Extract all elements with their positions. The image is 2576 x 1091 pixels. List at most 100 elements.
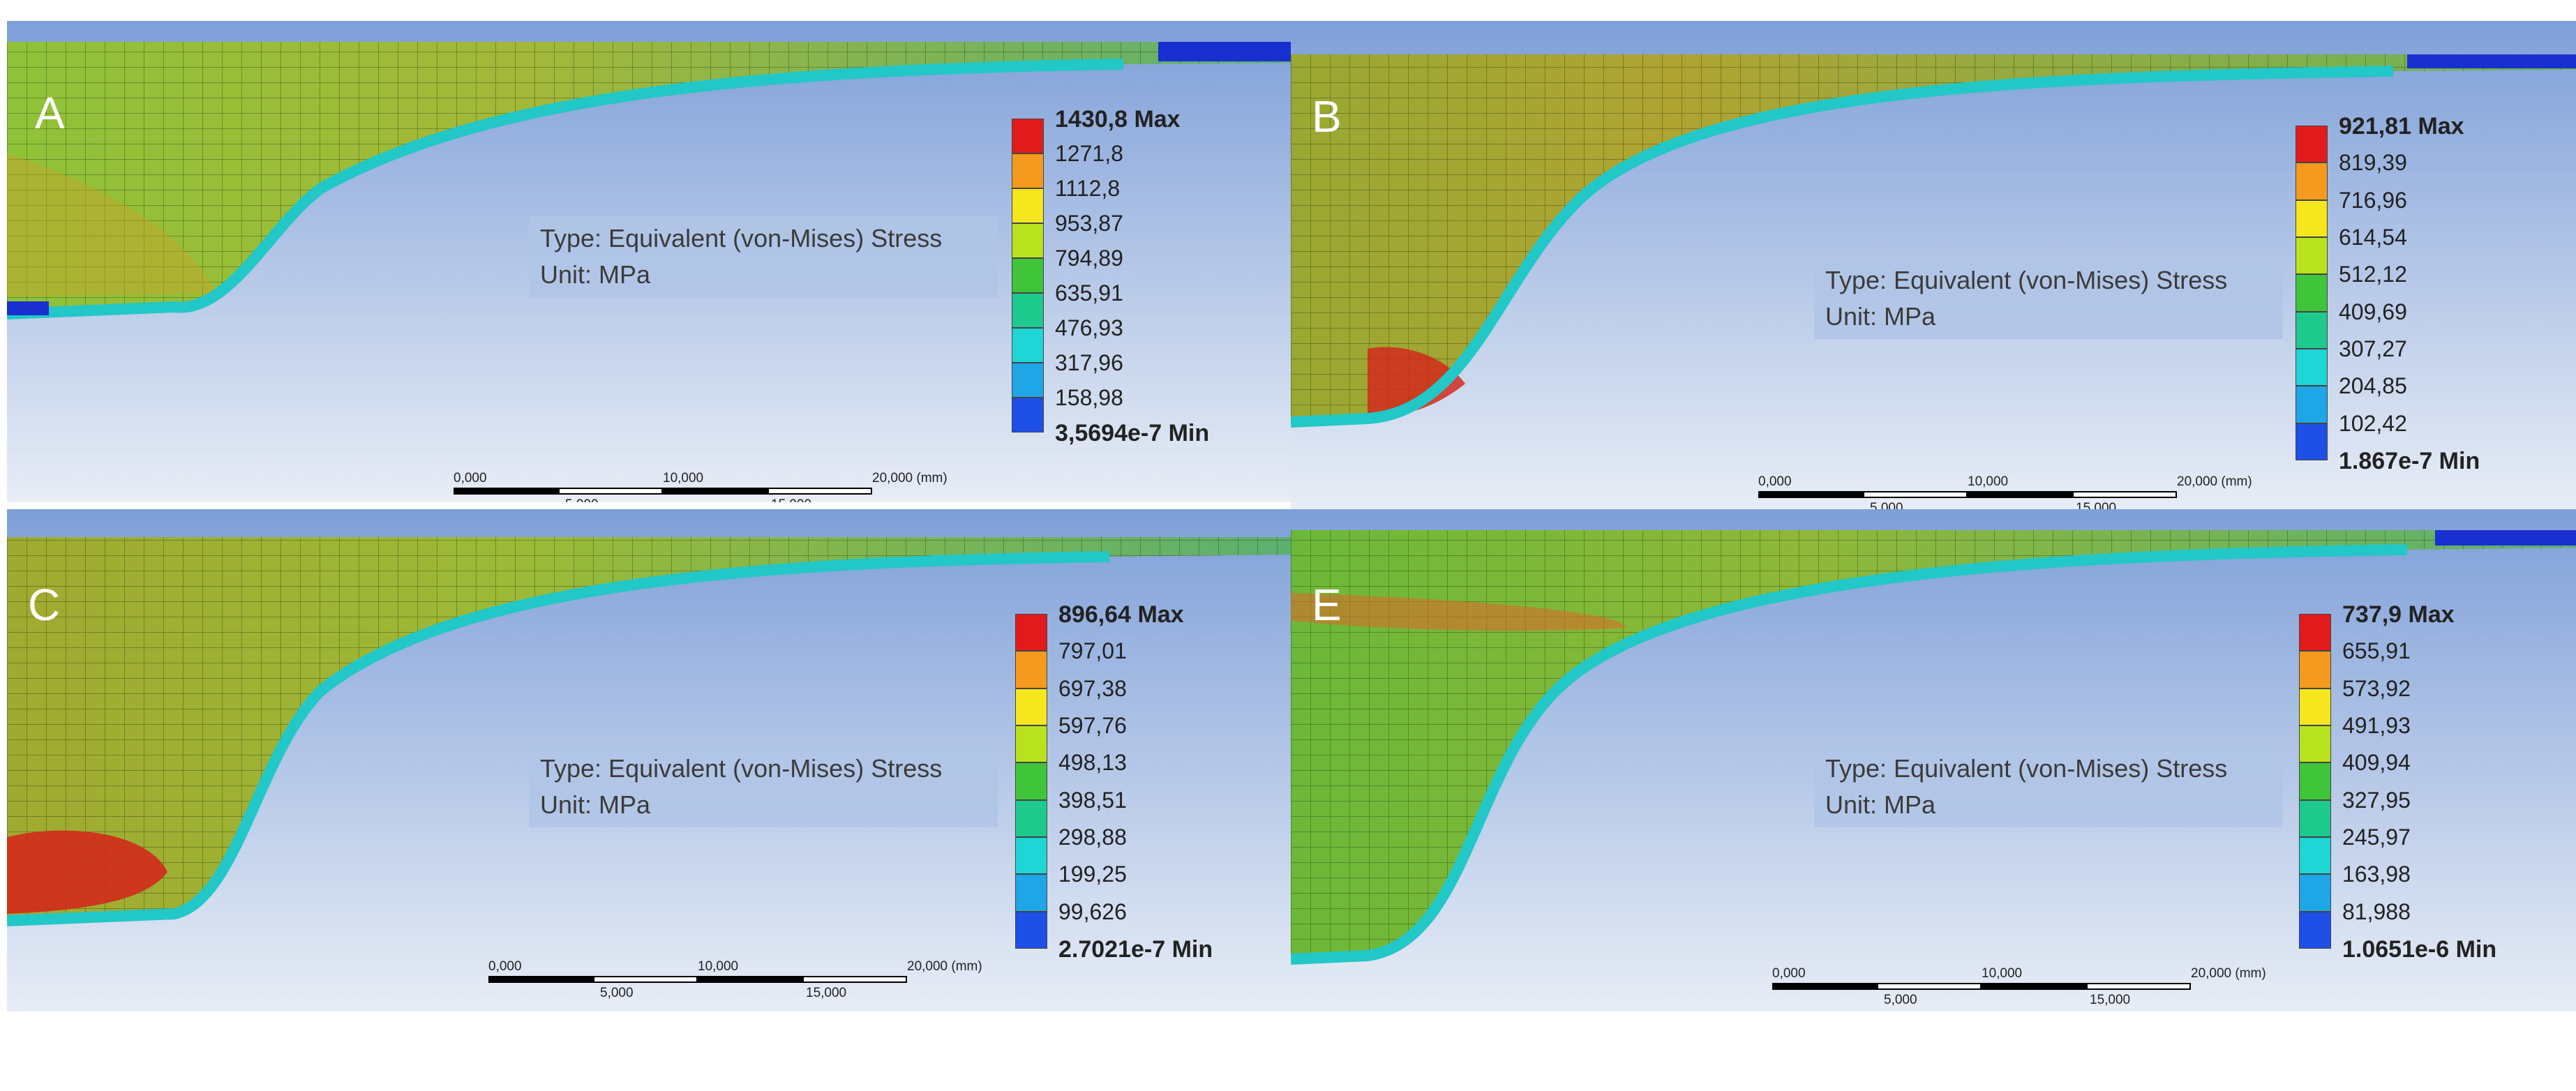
legend-swatch <box>2299 651 2331 689</box>
legend-tick-label: 398,51 <box>1058 787 1127 813</box>
legend-swatch <box>1015 688 1047 725</box>
result-type-box: Type: Equivalent (von-Mises) Stress Unit… <box>1814 746 2283 827</box>
legend-tick-label: 409,69 <box>2339 299 2407 324</box>
scale-segment <box>454 488 558 495</box>
panel-e: E Type: Equivalent (von-Mises) Stress Un… <box>1291 509 2576 1011</box>
legend-swatch <box>1015 725 1047 763</box>
scale-tick-label: 5,000 <box>565 497 599 502</box>
legend-swatch <box>2299 874 2331 912</box>
scale-tick-label: 10,000 <box>1968 474 2009 489</box>
legend-tick-label: 99,626 <box>1058 898 1127 924</box>
scale-segment <box>698 976 802 983</box>
legend-swatch <box>2296 163 2328 200</box>
legend-swatch <box>1012 363 1044 398</box>
legend-swatch <box>1012 153 1044 188</box>
panel-label: A <box>35 88 65 138</box>
legend-swatch <box>2296 311 2328 349</box>
legend-swatch <box>2299 837 2331 875</box>
legend-tick-label: 716,96 <box>2339 187 2407 213</box>
legend-swatch <box>2299 762 2331 800</box>
result-type-box: Type: Equivalent (von-Mises) Stress Unit… <box>529 216 998 297</box>
color-legend: 1430,8 Max 1271,8 1112,8 953,87 794,89 635,91… <box>1012 106 1249 446</box>
panel-label: E <box>1312 580 1342 630</box>
legend-swatch <box>1012 258 1044 293</box>
legend-tick-label: 204,85 <box>2339 373 2407 399</box>
scale-tick-label: 15,000 <box>806 986 847 1000</box>
scale-tick-label: 0,000 <box>1772 966 1806 981</box>
legend-swatch <box>1015 799 1047 837</box>
legend-tick-label: 199,25 <box>1058 861 1127 887</box>
color-legend: 896,64 Max 797,01 697,38 597,76 498,13 398,51… <box>1015 601 1252 963</box>
legend-tick-label: 573,92 <box>2342 675 2411 701</box>
panel-a: A Type: Equivalent (von-Mises) Stress Un… <box>7 21 1291 502</box>
result-type-text: Type: Equivalent (von-Mises) Stress <box>1825 754 2228 783</box>
scale-segment <box>802 976 907 983</box>
scale-segment <box>1772 983 1877 990</box>
legend-swatch <box>1012 293 1044 328</box>
legend-swatch <box>2299 725 2331 763</box>
legend-min-label: 2.7021e-7 Min <box>1058 936 1213 963</box>
legend-swatch <box>2296 386 2328 423</box>
result-unit-text: Unit: MPa <box>540 260 651 289</box>
scale-tick-label: 10,000 <box>698 959 739 974</box>
scale-tick-label: 10,000 <box>663 471 704 486</box>
scale-segment <box>1758 491 1863 498</box>
legend-tick-label: 794,89 <box>1055 246 1123 271</box>
panel-label: C <box>28 580 61 630</box>
legend-tick-label: 102,42 <box>2339 410 2407 436</box>
scale-segment <box>663 488 767 495</box>
legend-tick-label: 797,01 <box>1058 638 1127 664</box>
scale-segment <box>2072 491 2177 498</box>
legend-tick-label: 327,95 <box>2342 787 2411 813</box>
legend-max-label: 737,9 Max <box>2342 601 2455 628</box>
scale-tick-label: 20,000 (mm) <box>907 959 982 974</box>
legend-tick-label: 953,87 <box>1055 211 1123 236</box>
scale-tick-label: 0,000 <box>454 471 487 486</box>
legend-swatch <box>2296 423 2328 460</box>
result-unit-text: Unit: MPa <box>1825 790 1936 819</box>
legend-tick-label: 655,91 <box>2342 638 2411 664</box>
result-unit-text: Unit: MPa <box>1825 302 1936 331</box>
scale-tick-label: 0,000 <box>488 959 522 974</box>
panel-label: B <box>1312 91 1342 142</box>
scale-segment <box>1863 491 1968 498</box>
legend-swatch <box>2299 799 2331 837</box>
legend-tick-label: 512,12 <box>2339 262 2407 287</box>
legend-tick-label: 307,27 <box>2339 336 2407 361</box>
scale-segment <box>593 976 698 983</box>
legend-min-label: 1.0651e-6 Min <box>2342 936 2497 963</box>
legend-swatch <box>1012 188 1044 223</box>
legend-swatch <box>1015 651 1047 689</box>
scale-segment <box>1877 983 1982 990</box>
scale-tick-label: 5,000 <box>1870 501 1903 509</box>
legend-tick-label: 409,94 <box>2342 750 2411 776</box>
legend-tick-label: 697,38 <box>1058 675 1127 701</box>
legend-swatch <box>1012 398 1044 432</box>
legend-swatch <box>2296 200 2328 237</box>
scale-segment <box>1968 491 2072 498</box>
legend-max-label: 921,81 Max <box>2339 113 2464 140</box>
legend-swatch <box>1012 223 1044 258</box>
scale-tick-label: 15,000 <box>2076 501 2117 509</box>
legend-tick-label: 298,88 <box>1058 825 1127 850</box>
legend-tick-label: 491,93 <box>2342 713 2411 738</box>
scale-tick-label: 15,000 <box>771 497 811 502</box>
legend-min-label: 3,5694e-7 Min <box>1055 420 1210 446</box>
legend-swatch <box>2296 274 2328 312</box>
legend-min-label: 1.867e-7 Min <box>2339 448 2480 474</box>
legend-swatch <box>2299 911 2331 949</box>
scale-tick-label: 15,000 <box>2090 993 2131 1007</box>
result-type-text: Type: Equivalent (von-Mises) Stress <box>1825 266 2228 294</box>
legend-tick-label: 158,98 <box>1055 385 1123 410</box>
panel-b: B Type: Equivalent (von-Mises) Stress Un… <box>1291 21 2576 509</box>
scale-bar: 0,000 10,000 20,000 (mm) 5,000 15,000 <box>1772 966 2302 1007</box>
legend-swatch <box>1012 119 1044 153</box>
legend-swatch <box>1015 762 1047 800</box>
scale-tick-label: 5,000 <box>1884 993 1917 1007</box>
result-type-box: Type: Equivalent (von-Mises) Stress Unit… <box>1814 258 2283 339</box>
legend-tick-label: 1112,8 <box>1055 176 1121 201</box>
color-legend: 921,81 Max 819,39 716,96 614,54 512,12 409,69… <box>2296 113 2533 474</box>
scale-tick-label: 5,000 <box>600 986 634 1000</box>
scale-tick-label: 20,000 (mm) <box>872 471 948 486</box>
scale-segment <box>1982 983 2086 990</box>
